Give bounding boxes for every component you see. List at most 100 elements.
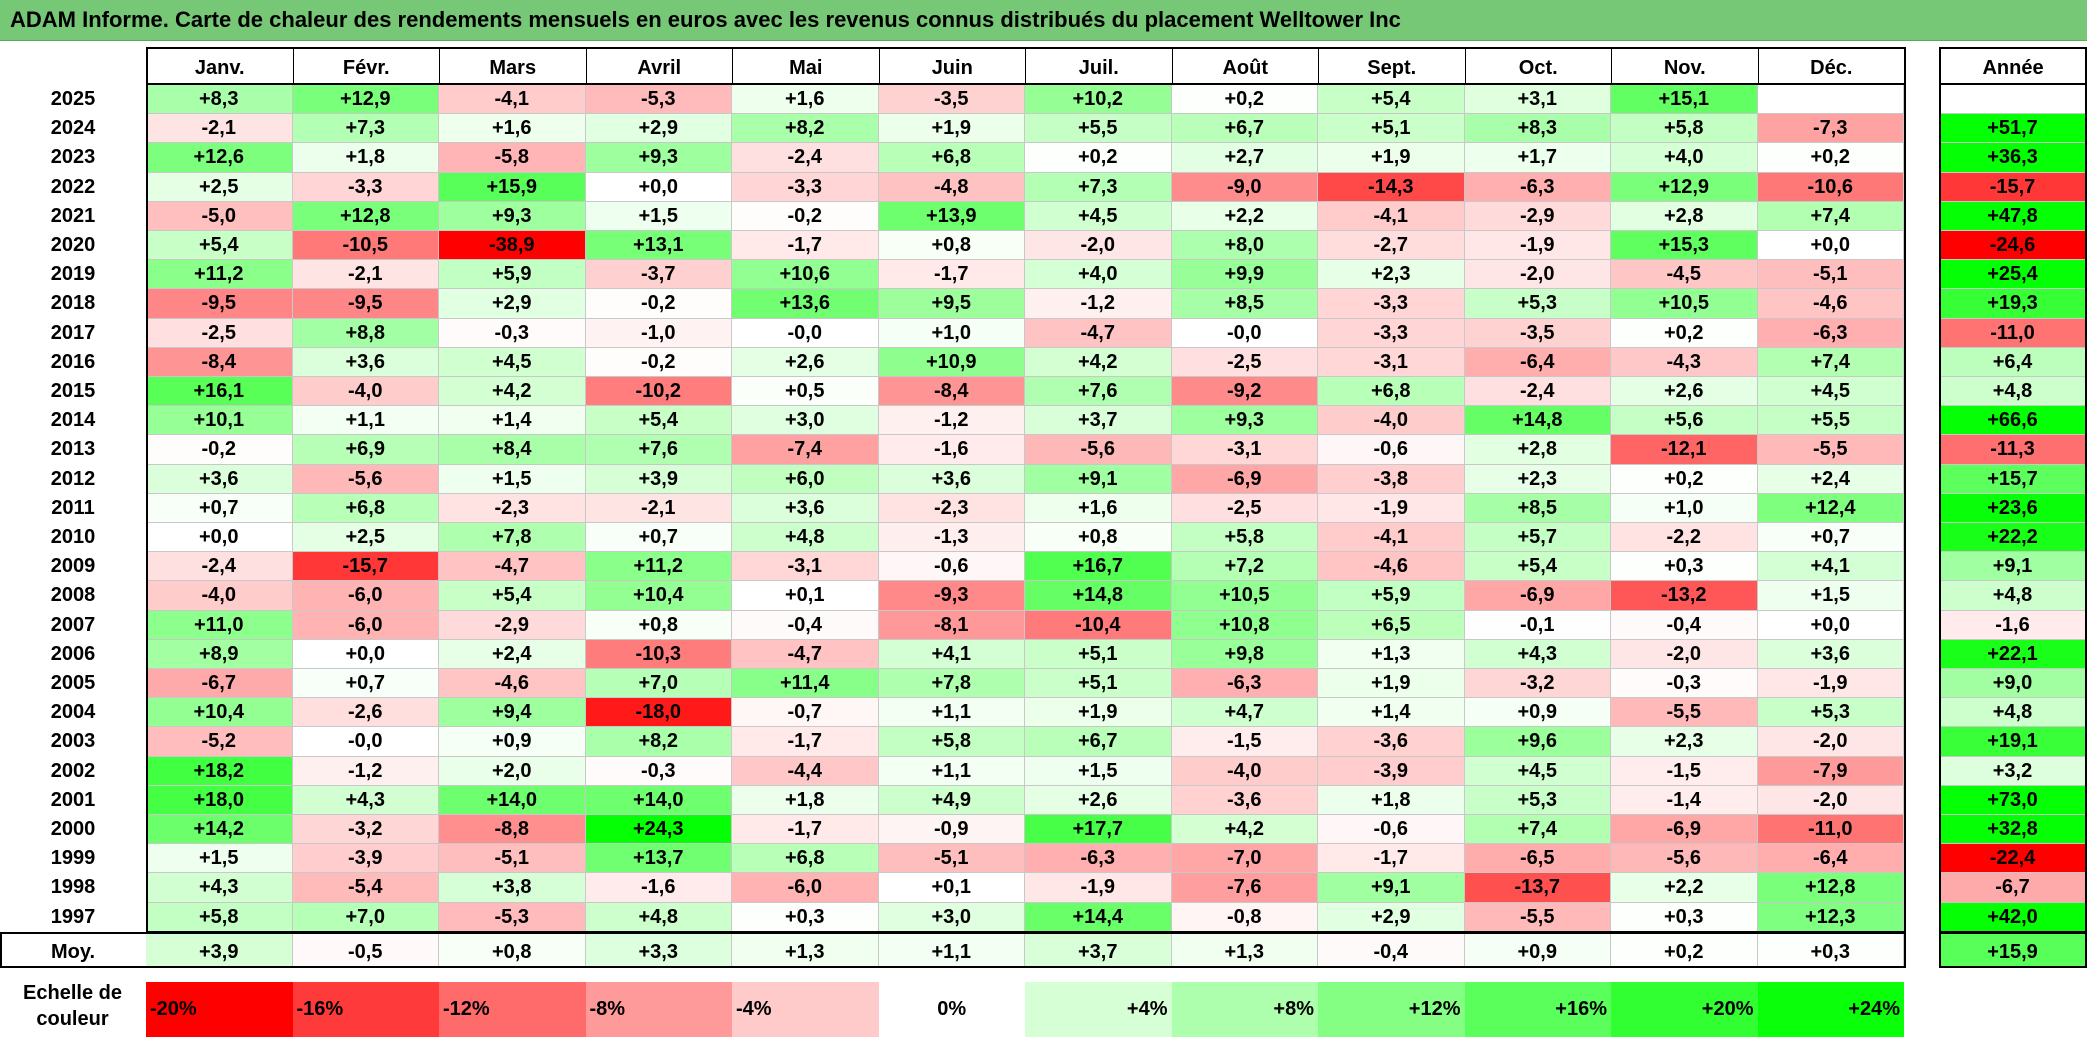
annual-cell: -6,7 [1939,873,2087,903]
heatmap-cell: -1,7 [732,231,879,261]
heatmap-cell: -6,0 [292,610,439,640]
heatmap-cell: +15,3 [1611,231,1758,261]
annual-cell: -1,6 [1939,610,2087,640]
heatmap-cell: -7,6 [1171,873,1318,903]
heatmap-cell: -2,9 [1464,201,1611,231]
year-label: 2023 [50,146,96,169]
heatmap-cell: +6,9 [292,435,439,465]
heatmap-cell: -3,2 [292,815,439,845]
heatmap-cell: -0,6 [1318,815,1465,845]
heatmap-cell: +7,4 [1464,815,1611,845]
heatmap-cell: +4,5 [1025,201,1172,231]
heatmap-cell: +2,3 [1318,260,1465,290]
heatmap-cell: -1,9 [1464,231,1611,261]
heatmap-cell: -4,0 [1318,406,1465,436]
heatmap-cell: -11,0 [1757,815,1904,845]
heatmap-cell: +1,8 [732,785,879,815]
heatmap-cell: -6,9 [1611,815,1758,845]
heatmap-cell: +5,4 [1464,552,1611,582]
heatmap-cell: +10,4 [146,698,293,728]
heatmap-cell: -9,2 [1171,377,1318,407]
year-label: 1997 [50,905,96,928]
heatmap-cell: -2,3 [878,493,1025,523]
heatmap-cell: +5,5 [1757,406,1904,436]
heatmap-cell: -0,4 [1611,610,1758,640]
heatmap-cell: +8,3 [1464,114,1611,144]
heatmap-cell: +17,7 [1025,815,1172,845]
heatmap-cell: +0,2 [1025,143,1172,173]
heatmap-cell: +1,5 [1757,581,1904,611]
heatmap-cell: -2,1 [146,114,293,144]
annual-cell: +22,1 [1939,639,2087,669]
heatmap-cell: +2,8 [1464,435,1611,465]
heatmap-cell: +0,3 [1611,552,1758,582]
heatmap-cell: +5,1 [1025,669,1172,699]
heatmap-cell: +0,7 [292,669,439,699]
color-scale-step: +12% [1318,982,1465,1037]
heatmap-cell: +4,1 [1757,552,1904,582]
heatmap-cell: +14,8 [1464,406,1611,436]
heatmap-cell: -3,1 [1318,347,1465,377]
heatmap-cell: -6,0 [292,581,439,611]
heatmap-cell: -2,1 [292,260,439,290]
heatmap-cell: +5,8 [1171,523,1318,553]
heatmap-cell: +9,3 [1171,406,1318,436]
heatmap-cell: -1,6 [878,435,1025,465]
heatmap-cell: +14,0 [585,785,732,815]
heatmap-cell: +7,6 [585,435,732,465]
color-scale-step: -16% [292,982,439,1037]
heatmap-cell: -2,9 [439,610,586,640]
heatmap-cell: +1,7 [1464,143,1611,173]
heatmap-cell: -0,2 [585,289,732,319]
heatmap-cell: -4,6 [1318,552,1465,582]
heatmap-cell: -1,2 [292,756,439,786]
heatmap-cell: +10,9 [878,347,1025,377]
annual-cell: +23,6 [1939,493,2087,523]
year-label: 2017 [50,321,96,344]
heatmap-cell: +7,0 [585,669,732,699]
heatmap-cell: -0,2 [732,201,879,231]
heatmap-cell: +7,8 [439,523,586,553]
heatmap-cell: +0,8 [878,231,1025,261]
heatmap-cell: +5,5 [1025,114,1172,144]
month-header: Sept. [1318,47,1466,85]
heatmap-cell: +13,9 [878,201,1025,231]
heatmap-cell: +7,3 [1025,172,1172,202]
average-cell: +3,7 [1025,932,1172,968]
heatmap-cell: +1,6 [732,85,879,115]
heatmap-cell: -4,7 [439,552,586,582]
heatmap-cell: -1,9 [1025,873,1172,903]
heatmap-cell: +8,9 [146,639,293,669]
average-cell: +0,2 [1611,932,1758,968]
heatmap-cell: -4,8 [878,172,1025,202]
heatmap-cell: +4,8 [732,523,879,553]
heatmap-cell: +2,6 [732,347,879,377]
average-annual-cell: +15,9 [1939,932,2087,968]
heatmap-cell: +4,9 [878,785,1025,815]
heatmap-cell: -4,3 [1611,347,1758,377]
heatmap-cell: +6,7 [1171,114,1318,144]
heatmap-cell: -2,7 [1318,231,1465,261]
heatmap-cell: -6,0 [732,873,879,903]
heatmap-cell: +2,9 [439,289,586,319]
heatmap-cell: +1,9 [1025,698,1172,728]
heatmap-cell: -13,7 [1464,873,1611,903]
heatmap-cell: +6,7 [1025,727,1172,757]
heatmap-cell: +13,7 [585,844,732,874]
heatmap-cell: +11,2 [146,260,293,290]
heatmap-cell: -5,1 [439,844,586,874]
heatmap-cell: +0,0 [1757,231,1904,261]
year-label: 2004 [50,701,96,724]
heatmap-cell: -2,1 [585,493,732,523]
average-label: Moy. [0,932,146,968]
color-scale-step: -12% [439,982,586,1037]
heatmap-cell: -4,1 [1318,201,1465,231]
heatmap-cell: +4,3 [146,873,293,903]
heatmap-cell: +5,3 [1464,785,1611,815]
heatmap-cell: +14,4 [1025,902,1172,932]
color-scale-step: +8% [1171,982,1318,1037]
heatmap-cell: -8,8 [439,815,586,845]
heatmap-cell: -8,4 [878,377,1025,407]
heatmap-cell: +2,9 [585,114,732,144]
heatmap-cell: +4,5 [1757,377,1904,407]
